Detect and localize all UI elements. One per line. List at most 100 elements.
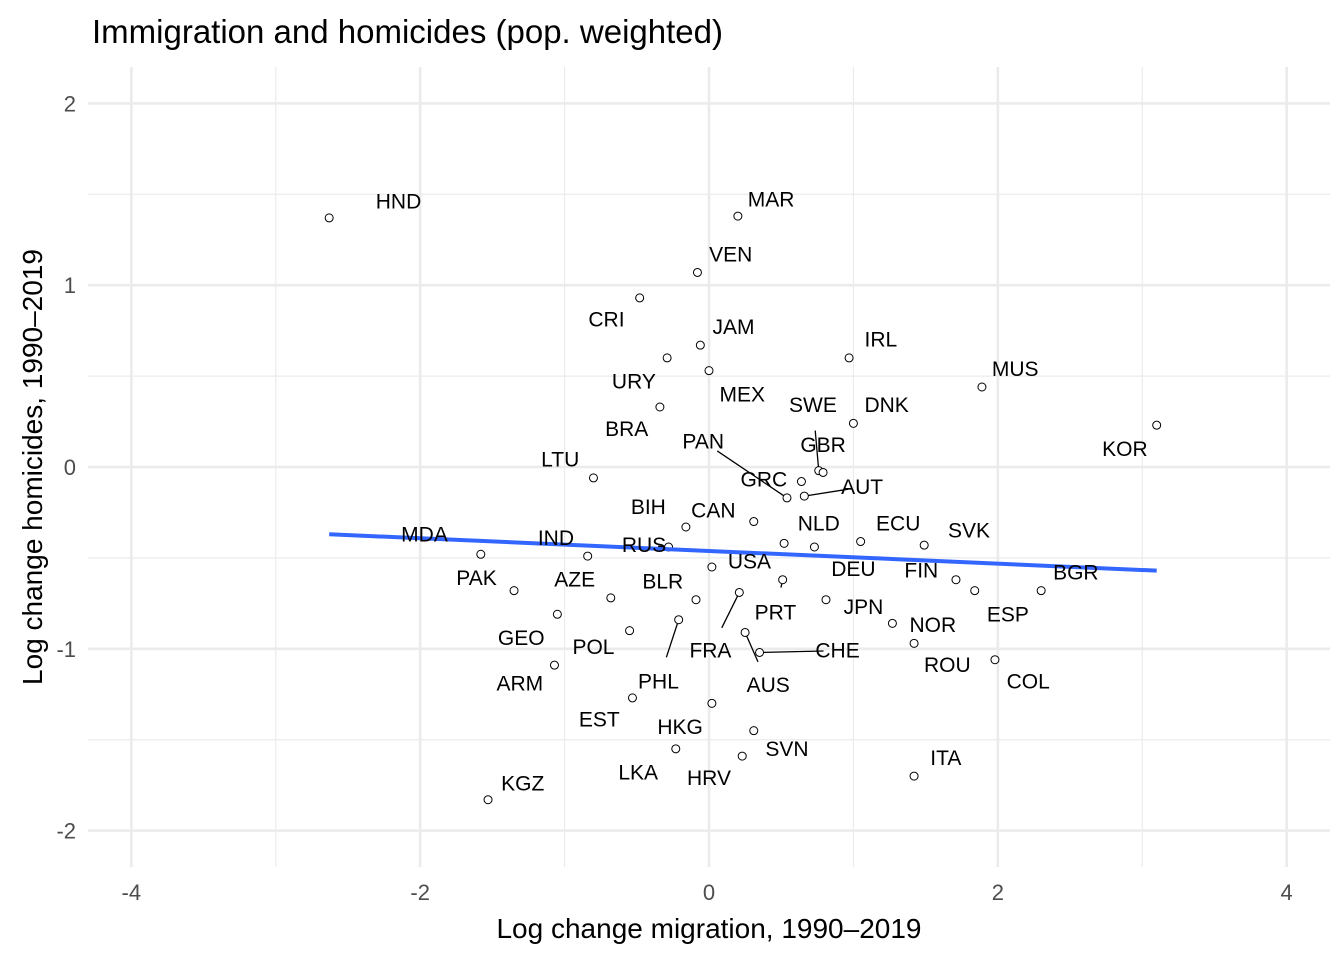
- point-label: SVN: [765, 738, 808, 761]
- data-points: [324, 211, 1162, 805]
- data-point: [671, 744, 681, 754]
- trend-line-group: [329, 532, 1157, 573]
- label-segment: [721, 595, 739, 629]
- label-segment: [716, 450, 785, 497]
- data-point: [778, 575, 788, 585]
- point-labels: HND MAR VEN CRI JAM URY MEX IRL MUS BRA SWE DNK KOR P…: [376, 189, 1148, 796]
- point-label: KGZ: [501, 772, 544, 795]
- data-point: [704, 366, 714, 376]
- data-point: [549, 660, 559, 670]
- data-point: [951, 575, 961, 585]
- data-point: [707, 562, 717, 572]
- data-point: [755, 647, 765, 657]
- point-label: GBR: [800, 434, 846, 457]
- y-tick-label: 0: [64, 455, 76, 480]
- point-label: CHE: [815, 640, 859, 663]
- point-label: AUT: [841, 476, 883, 499]
- data-point: [707, 698, 717, 708]
- x-tick-label: 4: [1281, 880, 1293, 905]
- data-point: [674, 615, 684, 625]
- point-label: BIH: [631, 496, 666, 519]
- point-label: MUS: [992, 358, 1039, 381]
- point-label: GRC: [741, 469, 788, 492]
- point-label: ITA: [930, 747, 961, 770]
- point-label: AZE: [554, 569, 595, 592]
- point-label: FIN: [904, 560, 938, 583]
- x-axis-ticks: -4 -2 0 2 4: [122, 880, 1293, 905]
- point-label: PHL: [638, 671, 679, 694]
- point-label: IRL: [865, 329, 898, 352]
- point-label: ESP: [987, 603, 1029, 626]
- point-label: COL: [1007, 671, 1050, 694]
- chart-title: Immigration and homicides (pop. weighted…: [92, 13, 723, 50]
- x-tick-label: -4: [122, 880, 142, 905]
- data-point: [970, 586, 980, 596]
- point-label: PAK: [456, 567, 496, 590]
- data-point: [692, 267, 702, 277]
- point-label: BLR: [642, 571, 683, 594]
- data-point: [324, 213, 334, 223]
- label-segments: [657, 430, 849, 663]
- data-point: [509, 586, 519, 596]
- point-label: USA: [728, 551, 771, 574]
- point-label: EST: [579, 709, 620, 732]
- data-point: [552, 609, 562, 619]
- data-point: [782, 493, 792, 503]
- data-point: [606, 593, 616, 603]
- point-label: RUS: [622, 534, 666, 557]
- point-label: MDA: [401, 523, 448, 546]
- point-label: LTU: [541, 449, 579, 472]
- point-label: BRA: [605, 418, 648, 441]
- y-tick-label: 1: [64, 273, 76, 298]
- y-tick-label: 2: [64, 91, 76, 116]
- data-point: [796, 477, 806, 487]
- point-label: LKA: [618, 761, 658, 784]
- data-point: [821, 595, 831, 605]
- x-tick-label: -2: [410, 880, 430, 905]
- data-point: [737, 751, 747, 761]
- point-label: SVK: [948, 520, 990, 543]
- point-label: JPN: [844, 596, 884, 619]
- data-point: [655, 402, 665, 412]
- x-tick-label: 2: [992, 880, 1004, 905]
- label-segment: [665, 623, 679, 658]
- data-point: [809, 542, 819, 552]
- data-point: [635, 293, 645, 303]
- label-segment: [746, 635, 759, 663]
- data-point: [779, 538, 789, 548]
- point-label: GEO: [498, 627, 545, 650]
- data-point: [662, 353, 672, 363]
- point-label: MEX: [719, 383, 765, 406]
- data-point: [818, 467, 828, 477]
- point-label: VEN: [709, 243, 752, 266]
- data-point: [844, 353, 854, 363]
- point-label: ECU: [876, 512, 920, 535]
- data-point: [691, 595, 701, 605]
- point-label: PRT: [755, 601, 797, 624]
- data-point: [1152, 420, 1162, 430]
- data-point: [734, 587, 744, 597]
- point-label: DNK: [864, 394, 908, 417]
- data-point: [848, 418, 858, 428]
- point-label: KOR: [1102, 438, 1148, 461]
- y-tick-label: -2: [56, 819, 76, 844]
- point-label: SWE: [789, 394, 837, 417]
- point-label: IND: [538, 527, 574, 550]
- point-label: FRA: [689, 640, 731, 663]
- point-label: ROU: [924, 654, 971, 677]
- data-point: [909, 638, 919, 648]
- point-label: POL: [572, 636, 614, 659]
- data-point: [476, 549, 486, 559]
- trend-line: [329, 532, 1157, 573]
- major-gridlines: [88, 67, 1330, 867]
- data-point: [627, 693, 637, 703]
- data-point: [1036, 586, 1046, 596]
- data-point: [799, 491, 809, 501]
- point-label: HND: [376, 191, 422, 214]
- plot-panel: -4 -2 0 2 4 -2 -1 0 1 2 HND MAR VEN CRI JAM URY MEX IRL…: [56, 67, 1330, 905]
- point-label: NOR: [910, 614, 957, 637]
- data-point: [588, 473, 598, 483]
- data-point: [990, 655, 1000, 665]
- point-label: DEU: [831, 558, 875, 581]
